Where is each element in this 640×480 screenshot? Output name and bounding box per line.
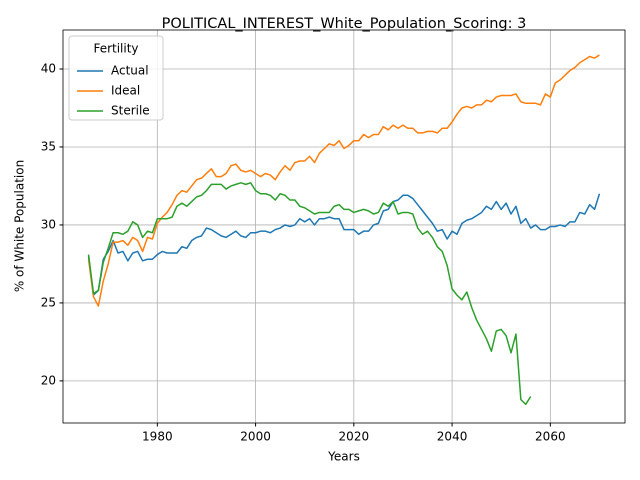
legend-label: Actual bbox=[111, 64, 149, 78]
legend-label: Sterile bbox=[111, 104, 150, 118]
x-tick-label: 2060 bbox=[535, 430, 566, 444]
x-tick-label: 2040 bbox=[437, 430, 468, 444]
y-tick-label: 40 bbox=[41, 61, 56, 75]
line bbox=[87, 54, 600, 307]
legend-label: Ideal bbox=[111, 84, 140, 98]
y-tick-label: 35 bbox=[41, 139, 56, 153]
x-axis-label: Years bbox=[327, 450, 360, 464]
y-tick-label: 25 bbox=[41, 295, 56, 309]
legend-box bbox=[68, 35, 164, 121]
x-tick-label: 2000 bbox=[240, 430, 271, 444]
legend-title: Fertility bbox=[93, 42, 138, 56]
plot-frame bbox=[62, 29, 626, 424]
y-axis-label: % of White Population bbox=[13, 160, 27, 292]
x-tick-label: 2020 bbox=[339, 430, 370, 444]
x-tick-label: 1980 bbox=[142, 430, 173, 444]
chart-title: POLITICAL_INTEREST_White_Population_Scor… bbox=[162, 16, 527, 32]
line bbox=[87, 193, 601, 296]
line bbox=[87, 182, 532, 406]
y-tick-label: 30 bbox=[41, 217, 56, 231]
y-tick-label: 20 bbox=[41, 373, 56, 387]
